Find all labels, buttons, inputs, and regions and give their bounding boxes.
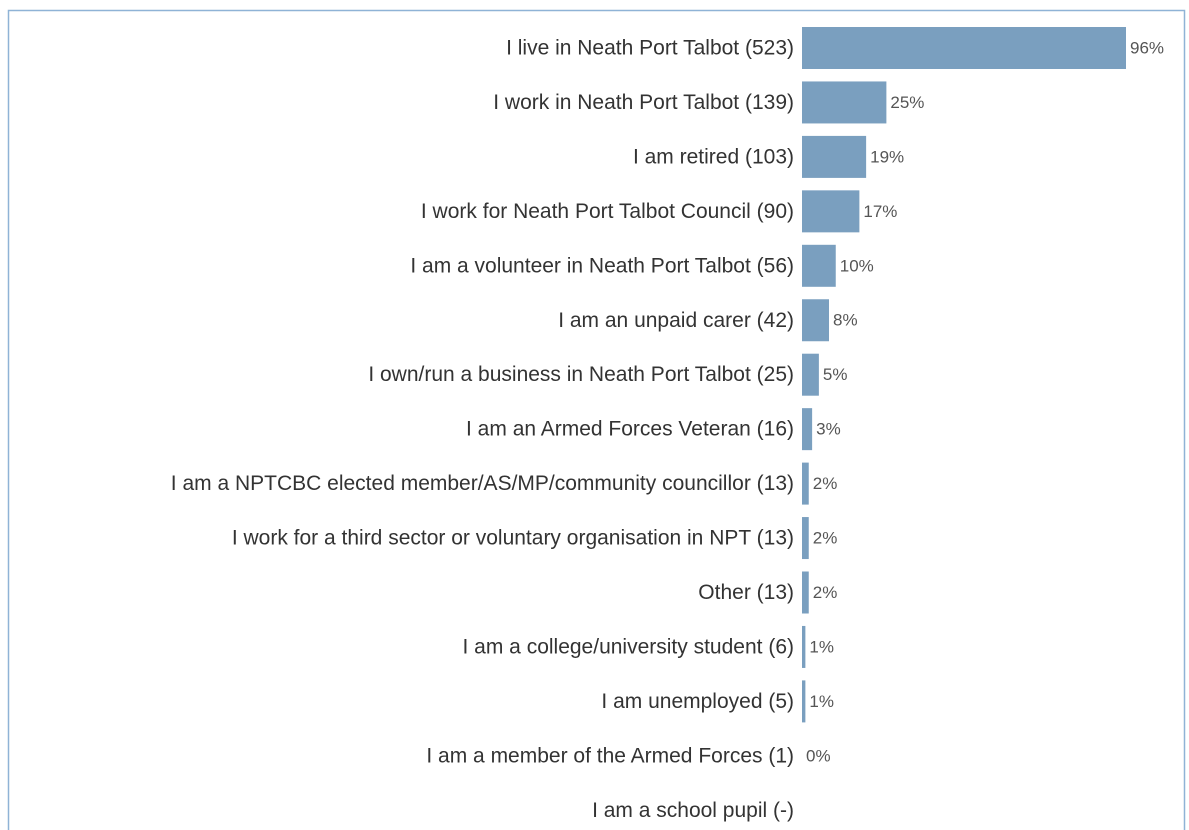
category-label: I work for a third sector or voluntary o… [232, 527, 794, 550]
bar [802, 408, 813, 451]
category-label: I am a NPTCBC elected member/AS/MP/commu… [171, 472, 794, 495]
bar [802, 462, 809, 505]
category-label: I am unemployed (5) [601, 690, 794, 713]
data-label: 10% [840, 256, 874, 275]
category-label: I work in Neath Port Talbot (139) [493, 91, 794, 114]
data-label: 0% [806, 746, 831, 765]
bar [802, 135, 867, 178]
data-label: 2% [813, 474, 838, 493]
bar [802, 571, 809, 614]
category-label: I work for Neath Port Talbot Council (90… [421, 200, 794, 223]
data-label: 8% [833, 311, 858, 330]
category-label: I live in Neath Port Talbot (523) [506, 37, 794, 60]
category-label: I am a college/university student (6) [463, 635, 795, 658]
category-label: I am retired (103) [633, 145, 794, 168]
category-label: I am an Armed Forces Veteran (16) [466, 418, 794, 441]
category-label: I am a volunteer in Neath Port Talbot (5… [410, 254, 794, 277]
bar [802, 625, 806, 668]
data-label: 17% [863, 202, 897, 221]
bar [802, 244, 836, 287]
bar [802, 353, 819, 396]
data-label: 1% [809, 637, 834, 656]
category-label: I am an unpaid carer (42) [558, 309, 794, 332]
data-label: 3% [816, 420, 841, 439]
data-label: 2% [813, 529, 838, 548]
data-label: 2% [813, 583, 838, 602]
category-label: I am a school pupil (-) [592, 799, 794, 822]
bar [802, 190, 860, 233]
bar [802, 27, 1126, 69]
bar [802, 517, 809, 560]
bar [802, 81, 887, 124]
category-label: I am a member of the Armed Forces (1) [426, 744, 794, 767]
data-label: 5% [823, 365, 848, 384]
data-label: 1% [809, 692, 834, 711]
category-label: I own/run a business in Neath Port Talbo… [368, 363, 794, 386]
bar [802, 299, 829, 342]
bar [802, 680, 806, 723]
data-label: 19% [870, 147, 904, 166]
category-label: Other (13) [698, 581, 794, 604]
data-label: 96% [1130, 38, 1164, 57]
data-label: 25% [890, 93, 924, 112]
frame [7, 9, 1186, 830]
